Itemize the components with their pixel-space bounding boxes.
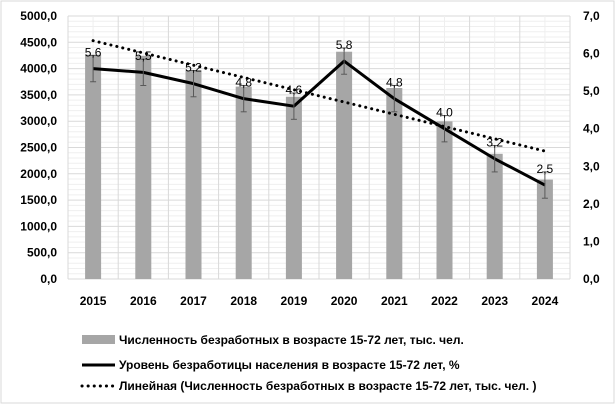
- left-axis-tick-label: 4500,0: [20, 35, 57, 49]
- bar-2024: [536, 179, 553, 279]
- right-axis-tick-label: 1,0: [583, 234, 600, 248]
- left-axis-tick-label: 3500,0: [20, 88, 57, 102]
- left-axis-tick-label: 3000,0: [20, 114, 57, 128]
- data-label: 5,5: [135, 49, 152, 63]
- left-axis-tick-label: 500,0: [27, 246, 57, 260]
- left-axis-tick-label: 4000,0: [20, 62, 57, 76]
- data-label: 4,0: [436, 106, 453, 120]
- x-axis-tick-label: 2017: [180, 294, 207, 308]
- bar-2019: [285, 96, 302, 279]
- right-axis-tick-label: 4,0: [583, 122, 600, 136]
- right-axis-tick-label: 6,0: [583, 47, 600, 61]
- right-axis-tick-label: 2,0: [583, 197, 600, 211]
- x-axis-tick-label: 2015: [80, 294, 107, 308]
- bar-2022: [436, 121, 453, 279]
- data-label: 5,6: [85, 45, 102, 59]
- x-axis-tick-label: 2018: [230, 294, 257, 308]
- bar-2021: [386, 88, 403, 279]
- legend-label-line: Уровень безработицы населения в возрасте…: [119, 358, 460, 372]
- data-label: 5,8: [336, 38, 353, 52]
- bar-2016: [135, 55, 152, 279]
- left-axis-tick-label: 2000,0: [20, 167, 57, 181]
- x-axis-tick-label: 2024: [532, 294, 559, 308]
- data-label: 4,8: [235, 76, 252, 90]
- x-axis-tick-label: 2019: [281, 294, 308, 308]
- data-label: 3,2: [486, 136, 503, 150]
- right-axis-tick-label: 3,0: [583, 159, 600, 173]
- data-label: 2,5: [537, 162, 554, 176]
- right-axis-tick-label: 5,0: [583, 84, 600, 98]
- legend-swatch-bars: [82, 335, 115, 344]
- legend-label-bars: Численность безработных в возрасте 15-72…: [119, 333, 464, 347]
- x-axis-tick-label: 2021: [381, 294, 408, 308]
- left-axis-tick-label: 5000,0: [20, 9, 57, 23]
- legend-label-trendline: Линейная (Численность безработных в возр…: [119, 379, 536, 393]
- bar-2017: [185, 70, 202, 279]
- x-axis-tick-label: 2022: [431, 294, 458, 308]
- left-axis-tick-label: 1000,0: [20, 219, 57, 233]
- data-label: 5,2: [185, 60, 202, 74]
- bar-2020: [336, 51, 353, 280]
- data-label: 4,8: [386, 76, 403, 90]
- bar-2018: [235, 86, 252, 279]
- right-axis-tick-label: 7,0: [583, 9, 600, 23]
- right-axis-tick-label: 0,0: [583, 272, 600, 286]
- trendline: [91, 39, 547, 153]
- left-axis-tick-label: 1500,0: [20, 193, 57, 207]
- x-axis-tick-label: 2023: [481, 294, 508, 308]
- bar-2015: [85, 54, 102, 280]
- left-axis-tick-label: 0,0: [40, 272, 57, 286]
- bar-2023: [486, 153, 503, 279]
- data-label: 4,6: [286, 83, 303, 97]
- rate-line: [92, 59, 546, 187]
- x-axis-tick-label: 2020: [331, 294, 358, 308]
- left-axis-tick-label: 2500,0: [20, 141, 57, 155]
- x-axis-tick-label: 2016: [130, 294, 157, 308]
